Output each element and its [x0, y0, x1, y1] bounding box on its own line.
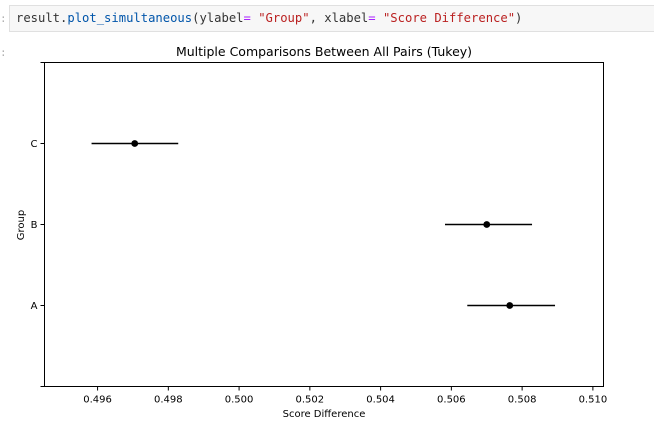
x-tick-label: 0.502 [296, 395, 325, 406]
x-tick-label: 0.504 [366, 395, 395, 406]
mean-point [483, 221, 491, 228]
y-tick-label: B [31, 220, 38, 231]
x-tick-label: 0.508 [508, 395, 537, 406]
y-axis-ticks: C B A [31, 62, 45, 387]
code-arg-ylabel: ylabel [199, 11, 244, 25]
code-equals-2: = [368, 11, 376, 25]
x-tick-label: 0.496 [83, 395, 112, 406]
code-method: plot_simultaneous [67, 11, 193, 25]
x-tick-label: 0.510 [579, 395, 608, 406]
y-axis-label: Group [16, 210, 27, 240]
code-open-paren: ( [192, 11, 200, 25]
y-tick-label: A [31, 301, 38, 312]
mean-point [506, 302, 514, 309]
code-arg-xlabel: xlabel [324, 11, 369, 25]
x-axis-ticks: 0.496 0.498 0.500 0.502 0.504 0.506 0.508 0.510 [83, 386, 608, 406]
x-tick-label: 0.500 [225, 395, 254, 406]
code-string-score-difference: "Score Difference" [382, 11, 516, 25]
x-axis-label: Score Difference [283, 409, 366, 420]
cell-gutter-prompt: : [0, 12, 7, 25]
chart-title: Multiple Comparisons Between All Pairs (… [176, 44, 472, 59]
y-tick-label: C [31, 139, 38, 150]
tukey-chart: Multiple Comparisons Between All Pairs (… [16, 44, 608, 420]
code-space-2 [376, 11, 383, 25]
code-string-group: "Group" [258, 11, 310, 25]
code-dot: . [60, 11, 68, 25]
code-close-paren: ) [515, 11, 523, 25]
code-equals-1: = [243, 11, 251, 25]
x-tick-label: 0.506 [437, 395, 466, 406]
code-comma: , [309, 11, 325, 25]
code-cell-input[interactable]: result.plot_simultaneous(ylabel= "Group"… [9, 5, 654, 32]
code-object: result [16, 11, 61, 25]
output-gutter-prompt: : [0, 46, 7, 59]
chart-marks [91, 140, 556, 309]
x-tick-label: 0.498 [154, 395, 183, 406]
mean-point [131, 140, 139, 147]
